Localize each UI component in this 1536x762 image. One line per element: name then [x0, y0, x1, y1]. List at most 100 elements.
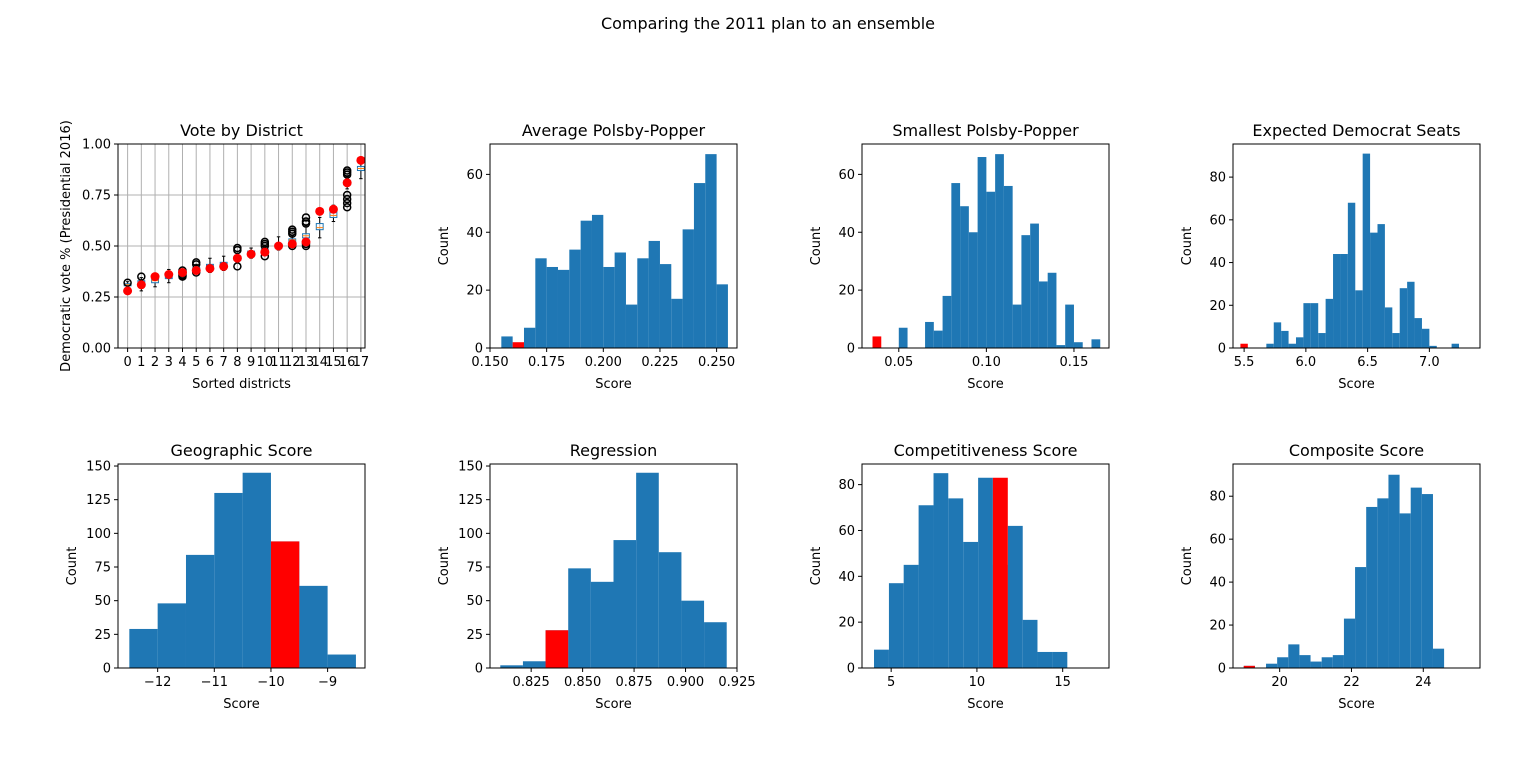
x-axis-label: Score — [1338, 697, 1374, 712]
histogram-bar — [569, 249, 581, 348]
x-tick-label: 0.925 — [718, 675, 755, 690]
axes-frame — [117, 463, 366, 669]
y-tick-label: 0 — [1218, 342, 1226, 357]
histogram-bar — [925, 321, 934, 348]
histogram-bar — [1266, 663, 1278, 668]
histogram-bar — [1432, 648, 1445, 668]
histogram-bar — [1073, 342, 1083, 348]
plan-histogram-bar — [1240, 343, 1248, 348]
histogram-bar — [1392, 333, 1400, 348]
y-tick-label: 125 — [86, 493, 111, 508]
y-tick-label: 20 — [466, 284, 483, 299]
x-tick-label: 0.875 — [615, 675, 652, 690]
x-tick-label: 1 — [137, 355, 145, 370]
histogram-bar — [681, 600, 705, 668]
histogram-bar — [1091, 339, 1101, 348]
y-axis-label: Count — [809, 227, 824, 266]
histogram-bar — [658, 552, 682, 668]
y-tick-label: 60 — [466, 168, 483, 183]
histogram-bar — [557, 269, 570, 348]
histogram-bar — [951, 183, 961, 348]
y-tick-label: 0 — [475, 342, 483, 357]
x-tick-label: 6.5 — [1357, 355, 1378, 370]
histogram-bar — [242, 472, 271, 668]
histogram-bar — [1325, 298, 1334, 348]
plan-point — [342, 178, 352, 188]
axes-frame — [489, 463, 738, 669]
x-tick-label: 0.250 — [698, 355, 735, 370]
y-tick-label: 75 — [94, 561, 111, 576]
x-tick-label: 24 — [1415, 675, 1432, 690]
y-tick-label: 20 — [1209, 299, 1226, 314]
axes-frame — [861, 463, 1110, 669]
outlier-point — [123, 278, 132, 287]
outlier-point — [233, 262, 242, 271]
outlier-point — [342, 194, 352, 204]
x-tick-label: 3 — [165, 355, 173, 370]
figure-suptitle: Comparing the 2011 plan to an ensemble — [601, 14, 935, 33]
plan-point — [136, 280, 146, 290]
histogram-bar — [580, 220, 592, 348]
histogram-bar — [1366, 506, 1378, 668]
y-axis-label: Count — [809, 547, 824, 586]
histogram-bar — [522, 661, 546, 668]
x-tick-label: 6.0 — [1296, 355, 1317, 370]
y-tick-label: 80 — [1209, 490, 1226, 505]
histogram-bar — [1288, 343, 1296, 348]
axes-frame — [1232, 143, 1481, 349]
histogram-bar — [1451, 343, 1460, 348]
x-tick-label: −9 — [318, 675, 337, 690]
subplot-grid: Vote by District Sorted districts Democrat… — [59, 120, 1481, 712]
x-tick-label: 13 — [298, 355, 315, 370]
y-tick-label: 20 — [1209, 619, 1226, 634]
plan-histogram-bar — [1243, 665, 1255, 668]
histogram-bar — [682, 229, 694, 348]
axes-title: Geographic Score — [170, 441, 312, 460]
y-tick-label: 0.00 — [82, 342, 111, 357]
plan-point — [260, 247, 270, 257]
y-tick-label: 0.75 — [82, 189, 111, 204]
histogram-bar — [948, 498, 964, 668]
plan-point — [150, 272, 160, 282]
axes-title: Smallest Polsby-Popper — [892, 121, 1079, 140]
x-axis-label: Score — [595, 697, 631, 712]
district-box-17 — [356, 159, 365, 180]
subplot-5: Geographic Score Score Count −12 −11 −10 −9 0 25… — [65, 441, 366, 712]
histogram-bar — [523, 327, 536, 348]
x-axis-label: Score — [223, 697, 259, 712]
histogram-bar — [1022, 619, 1038, 668]
histogram-bar — [129, 628, 158, 668]
x-tick-label: 22 — [1343, 675, 1360, 690]
y-tick-label: 60 — [838, 168, 855, 183]
outlier-point — [342, 202, 352, 212]
axes-frame — [1232, 463, 1481, 669]
plan-histogram-bar — [545, 630, 569, 668]
subplot-1: Vote by District Sorted districts Democrat… — [59, 120, 369, 392]
histogram-bar — [693, 183, 706, 348]
histogram-bar — [648, 240, 660, 348]
subplot-2: Average Polsby-Popper Score Count 0.150 0.17… — [437, 121, 738, 392]
histogram-bar — [1321, 657, 1333, 668]
histogram-bar — [1047, 272, 1057, 348]
histogram-bar — [614, 252, 626, 348]
y-tick-label: 80 — [838, 478, 855, 493]
y-tick-label: 125 — [458, 493, 483, 508]
subplot-7: Competitiveness Score Score Count 5 10 15 0 20 4… — [809, 441, 1110, 712]
x-tick-label: 4 — [178, 355, 186, 370]
histogram-bar — [1281, 330, 1289, 348]
x-tick-label: 0 — [123, 355, 131, 370]
histogram-bar — [1340, 254, 1348, 348]
x-tick-label: 9 — [247, 355, 255, 370]
x-tick-label: 0.200 — [585, 355, 622, 370]
histogram-bar — [1052, 651, 1068, 668]
y-tick-label: 75 — [466, 561, 483, 576]
plan-point — [301, 237, 311, 247]
district-box-14 — [315, 216, 324, 239]
histogram-bar — [704, 622, 727, 668]
histogram-bar — [603, 266, 615, 348]
histogram-bar — [1030, 223, 1039, 348]
histogram-bar — [903, 564, 919, 668]
axes-title: Average Polsby-Popper — [522, 121, 706, 140]
axes-title: Expected Democrat Seats — [1252, 121, 1460, 140]
y-tick-label: 150 — [458, 460, 483, 475]
